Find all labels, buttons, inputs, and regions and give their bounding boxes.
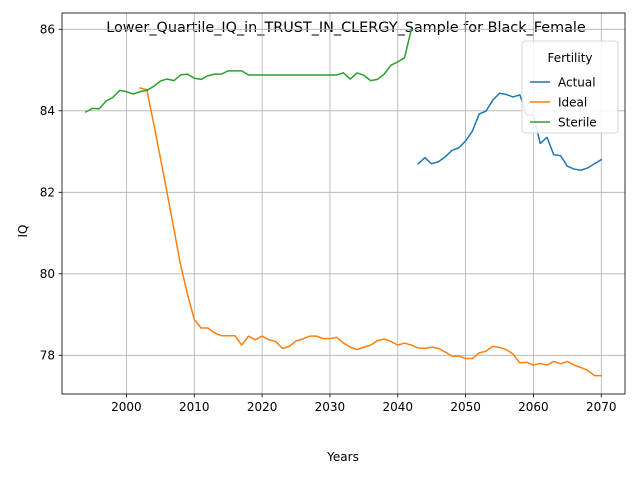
legend-box xyxy=(521,40,619,134)
legend-label-sterile: Sterile xyxy=(558,115,597,129)
x-tick-label: 2060 xyxy=(518,400,549,414)
legend: Fertility Actual Ideal Sterile xyxy=(521,40,619,134)
series-layer xyxy=(84,28,603,377)
x-tick-label: 2050 xyxy=(450,400,481,414)
y-axis: 78 80 82 84 86 xyxy=(40,23,62,363)
y-tick-label: 80 xyxy=(40,267,55,281)
series-line-ideal xyxy=(139,87,603,377)
legend-label-ideal: Ideal xyxy=(558,95,587,109)
y-tick-label: 82 xyxy=(40,186,55,200)
plot-frame xyxy=(61,12,626,395)
x-tick-label: 2030 xyxy=(315,400,346,414)
x-tick-label: 2020 xyxy=(247,400,278,414)
series-line-actual xyxy=(417,92,603,172)
legend-title: Fertility xyxy=(547,51,592,65)
y-tick-label: 78 xyxy=(40,349,55,363)
x-tick-label: 2040 xyxy=(382,400,413,414)
x-axis-label: Years xyxy=(326,450,359,464)
x-axis: 2000 2010 2020 2030 2040 2050 2060 2070 xyxy=(111,394,617,414)
series-line-sterile xyxy=(84,28,413,114)
y-tick-label: 84 xyxy=(40,104,55,118)
chart-title: Lower_Quartile_IQ_in_TRUST_IN_CLERGY_Sam… xyxy=(106,20,586,36)
y-tick-label: 86 xyxy=(40,23,55,37)
x-tick-label: 2070 xyxy=(586,400,617,414)
x-tick-label: 2000 xyxy=(111,400,142,414)
y-axis-label: IQ xyxy=(16,225,30,238)
x-tick-label: 2010 xyxy=(179,400,210,414)
legend-label-actual: Actual xyxy=(558,75,596,89)
